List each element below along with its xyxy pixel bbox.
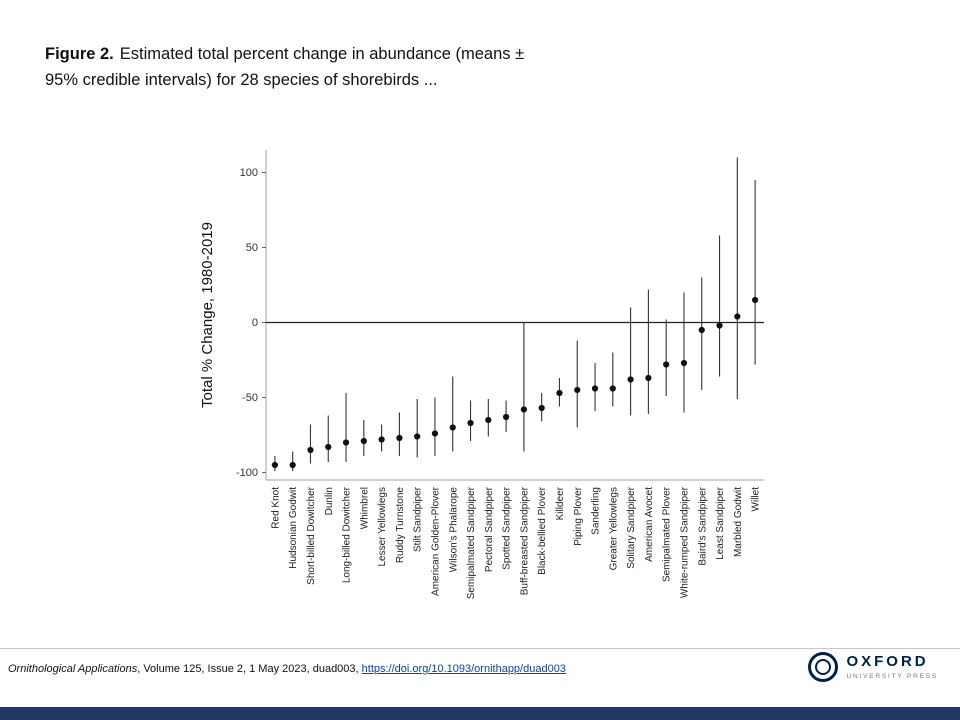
species-label: Lesser Yellowlegs [377,487,388,567]
species-label: Short-billed Dowitcher [306,486,317,584]
species-label: Wilson's Phalarope [448,487,459,573]
species-label: Red Knot [270,487,281,529]
data-point [271,461,278,469]
y-tick-label: -50 [242,392,258,404]
oup-logo-oxford: OXFORD [846,653,929,671]
species-label: Marbled Godwit [733,487,744,557]
species-label: American Golden-Plover [430,486,441,596]
data-point [378,436,385,443]
data-point [485,416,492,424]
citation: Ornithological Applications, Volume 125,… [8,663,566,675]
data-point [752,296,759,304]
abundance-chart: 100 50 0 -50 -100 Red Knot Hudsonian Godwit Sho… [196,132,776,602]
citation-details: , Volume 125, Issue 2, 1 May 2023, duad0… [137,663,362,675]
data-point [396,434,403,442]
species-label: Spotted Sandpiper [502,486,513,570]
species-label: Baird's Sandpiper [697,486,708,565]
figure-title-line1: Figure 2. Estimated total percent change … [45,42,725,68]
bottom-accent-bar [0,707,960,720]
data-point [663,361,670,368]
species-label: Semipalmated Plover [662,486,673,582]
data-point [538,404,545,412]
y-tick-label: 0 [252,317,258,329]
data-point [414,433,421,440]
species-label: Piping Plover [573,486,584,546]
species-label: Pectoral Sandpiper [484,486,495,572]
data-point [307,446,314,454]
data-point [591,385,599,392]
data-point [698,326,705,334]
y-tick-label: 50 [246,242,258,254]
species-label: Killdeer [555,486,566,520]
data-point [503,413,510,421]
species-label: Willet [751,487,762,512]
species-label: Buff-breasted Sandpiper [519,486,530,595]
species-label: Hudsonian Godwit [288,487,299,569]
data-point [556,389,563,397]
species-label: Stilt Sandpiper [413,486,424,552]
oup-logo-icon [808,652,839,682]
data-point [289,461,296,469]
species-label: Sanderling [591,487,602,535]
data-point [734,313,741,320]
y-tick-label: 100 [240,167,258,179]
species-label: Ruddy Turnstone [395,487,406,564]
data-point [325,443,332,451]
species-label: Long-billed Dowitcher [342,486,353,583]
species-label: Black-bellied Plover [537,486,548,574]
species-label: Solitary Sandpiper [626,486,637,568]
journal-name: Ornithological Applications [8,663,138,675]
data-point [627,376,634,383]
data-point [609,385,616,392]
data-point [574,386,581,394]
species-label: Greater Yellowlegs [608,487,619,570]
figure-title-line2: 95% credible intervals) for 28 species o… [45,70,438,89]
data-point [467,419,474,427]
species-label: Whimbrel [359,487,370,529]
species-label: White-rumped Sandpiper [679,486,690,598]
data-point [342,439,350,446]
data-point [360,437,367,445]
data-point [431,430,439,437]
figure-title-text1: Estimated total percent change in abunda… [119,45,525,63]
footer-separator [0,648,960,649]
data-point [716,322,723,329]
species-label: American Avocet [644,487,655,562]
doi-link[interactable]: https://doi.org/10.1093/ornithapp/duad00… [361,663,566,675]
oup-logo-subtitle: UNIVERSITY PRESS [846,672,938,680]
data-point [645,374,652,382]
figure-label: Figure 2. [45,45,114,63]
abundance-chart-svg: 100 50 0 -50 -100 Red Knot Hudsonian Godwit Sho… [199,150,764,599]
y-tick-label: -100 [236,467,258,479]
figure-title: Figure 2. Estimated total percent change … [45,42,725,93]
data-point [520,406,527,413]
y-axis-title: Total % Change, 1980-2019 [199,222,216,408]
oup-logo: OXFORD UNIVERSITY PRESS [808,652,938,682]
species-label: Dunlin [324,487,335,515]
data-point [449,424,456,431]
oup-logo-text: OXFORD UNIVERSITY PRESS [846,654,938,680]
data-point [680,359,688,367]
species-label: Semipalmated Sandpiper [466,486,477,599]
species-label: Least Sandpiper [715,486,726,560]
